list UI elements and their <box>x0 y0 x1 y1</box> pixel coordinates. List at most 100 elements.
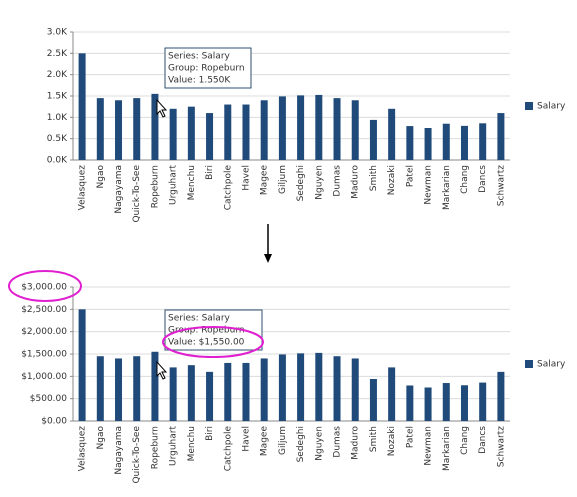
tooltip-line: Series: Salary <box>168 314 231 324</box>
x-tick-label: Markarian <box>442 165 452 210</box>
bar <box>479 123 487 160</box>
x-tick-label: Smith <box>369 165 379 191</box>
tooltip-line: Group: Ropeburn <box>168 64 245 74</box>
x-tick-label: Nagayama <box>114 426 124 475</box>
x-tick-label: Nozaki <box>387 426 397 456</box>
x-tick-label: Dumas <box>333 165 343 197</box>
bar <box>206 371 214 421</box>
x-tick-label: Schwartz <box>496 165 506 206</box>
x-tick-label: Sedeghi <box>296 165 306 201</box>
bar <box>442 383 450 421</box>
bar <box>406 126 414 160</box>
x-tick-label: Velasquez <box>78 426 88 472</box>
x-tick-label: Nguyen <box>314 165 324 200</box>
mouse-cursor <box>156 98 168 118</box>
bar <box>224 362 232 421</box>
bar <box>133 98 141 160</box>
x-tick-label: Giljum <box>278 426 288 455</box>
y-tick-label: $0.00 <box>41 417 67 427</box>
x-tick-label: Patel <box>405 426 415 448</box>
bar <box>260 358 268 421</box>
y-tick-label: $2,000.00 <box>21 327 67 337</box>
x-tick-label: Ngao <box>96 426 106 450</box>
bar <box>96 356 104 421</box>
x-tick-label: Sedeghi <box>296 426 306 462</box>
x-tick-label: Catchpole <box>223 165 233 211</box>
bar <box>278 96 286 160</box>
bar <box>206 113 214 160</box>
bar <box>406 385 414 421</box>
y-tick-label: $2,500.00 <box>21 305 67 315</box>
legend-label: Salary <box>537 360 566 370</box>
bar <box>315 94 323 160</box>
legend-swatch <box>525 360 533 368</box>
x-tick-label: Schwartz <box>496 426 506 467</box>
x-tick-label: Ngao <box>96 165 106 189</box>
x-tick-label: Chang <box>460 426 470 455</box>
x-tick-label: Biri <box>205 426 215 441</box>
y-tick-label: 0.0K <box>47 156 68 166</box>
x-tick-label: Ropeburn <box>150 426 160 469</box>
x-tick-label: Chang <box>460 165 470 194</box>
tooltip-box <box>164 47 252 89</box>
bar <box>242 104 250 160</box>
y-tick-label: $500.00 <box>30 394 67 404</box>
bar <box>151 351 159 421</box>
tooltip-line: Value: 1.550K <box>168 76 231 86</box>
x-tick-label: Quick-To-See <box>132 165 142 223</box>
tooltip-line: Value: $1,550.00 <box>168 338 245 348</box>
x-tick-label: Patel <box>405 165 415 187</box>
bar <box>187 106 195 160</box>
bar <box>424 128 432 160</box>
x-tick-label: Markarian <box>442 426 452 471</box>
bar <box>169 367 177 421</box>
x-tick-label: Newman <box>424 165 434 205</box>
x-tick-label: Menchu <box>187 165 197 200</box>
x-tick-label: Menchu <box>187 426 197 461</box>
bar <box>497 371 505 421</box>
y-tick-label: $1,000.00 <box>21 372 67 382</box>
x-tick-label: Urguhart <box>169 165 179 205</box>
y-tick-label: 2.5K <box>47 49 68 59</box>
x-tick-label: Dumas <box>333 426 343 458</box>
x-tick-label: Urguhart <box>169 426 179 466</box>
x-tick-label: Dancs <box>478 426 488 454</box>
x-tick-label: Magee <box>260 426 270 457</box>
bar <box>351 100 359 160</box>
bar <box>351 358 359 421</box>
bar <box>260 100 268 160</box>
x-tick-label: Velasquez <box>78 165 88 211</box>
mouse-cursor <box>156 360 168 380</box>
bar <box>442 123 450 160</box>
y-tick-label: 2.0K <box>47 70 68 80</box>
x-tick-label: Nagayama <box>114 165 124 214</box>
bar <box>297 95 305 160</box>
legend-swatch <box>525 102 533 110</box>
x-tick-label: Biri <box>205 165 215 180</box>
bar <box>187 365 195 421</box>
bar <box>388 367 396 421</box>
bar <box>460 125 468 160</box>
bar <box>242 362 250 421</box>
highlight-ellipse <box>162 326 264 358</box>
bar <box>278 354 286 421</box>
bar <box>224 104 232 160</box>
x-tick-label: Newman <box>424 426 434 466</box>
bar <box>333 98 341 160</box>
bar <box>115 100 123 160</box>
legend-label: Salary <box>537 102 566 112</box>
x-tick-label: Giljum <box>278 165 288 194</box>
y-tick-label: 0.5K <box>47 134 68 144</box>
y-tick-label: $1,500.00 <box>21 350 67 360</box>
x-tick-label: Maduro <box>351 165 361 199</box>
y-tick-label: $3,000.00 <box>21 283 67 293</box>
x-tick-label: Havel <box>241 165 251 191</box>
tooltip-line: Group: Ropeburn <box>168 326 245 336</box>
down-arrow-head <box>264 254 272 263</box>
bar <box>133 356 141 421</box>
bar <box>78 309 86 421</box>
highlight-ellipse <box>8 270 82 302</box>
x-tick-label: Dancs <box>478 165 488 193</box>
